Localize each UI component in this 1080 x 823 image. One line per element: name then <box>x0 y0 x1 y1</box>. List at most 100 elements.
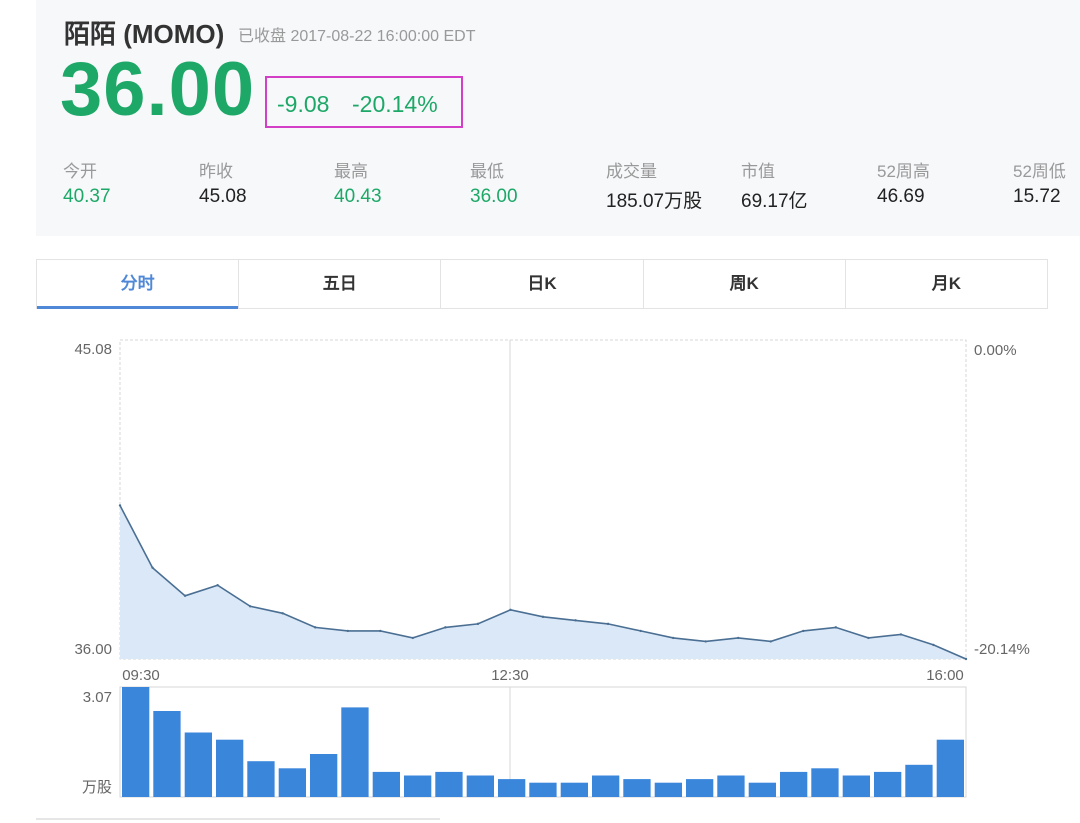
stat-value: 36.00 <box>470 186 518 207</box>
last-price: 36.00 <box>60 47 256 132</box>
tab-monthly-k[interactable]: 月K <box>931 274 962 293</box>
price-point <box>932 643 935 647</box>
price-point <box>346 629 349 633</box>
volume-bar <box>466 775 494 797</box>
volume-bar <box>654 782 682 797</box>
price-point <box>281 612 284 615</box>
price-point <box>248 605 252 608</box>
volume-bar <box>748 782 776 797</box>
stat-value: 69.17亿 <box>741 191 808 212</box>
price-point <box>314 626 317 629</box>
price-change: -9.08 <box>277 91 330 117</box>
tab-five-day[interactable]: 五日 <box>239 260 442 308</box>
volume-bar <box>372 771 400 797</box>
x-tick-label: 16:00 <box>926 667 964 684</box>
volume-bar <box>874 771 902 797</box>
stat-high: 最高 40.43 <box>334 157 382 208</box>
price-area-fill <box>120 505 966 659</box>
price-point <box>379 629 382 633</box>
price-point <box>964 657 968 661</box>
volume-bar <box>435 771 463 797</box>
volume-bar <box>905 764 933 797</box>
x-tick-label: 12:30 <box>491 667 529 684</box>
stat-label: 最低 <box>470 162 504 181</box>
y-right-top-label: 0.00% <box>974 342 1017 359</box>
volume-bar <box>623 779 651 797</box>
y-left-top-label: 45.08 <box>74 341 112 358</box>
stat-label: 今开 <box>63 162 97 181</box>
market-status: 已收盘 2017-08-22 16:00:00 EDT <box>238 28 476 45</box>
stat-open: 今开 40.37 <box>63 157 111 208</box>
tab-intraday[interactable]: 分时 <box>37 260 240 309</box>
tab-daily-k[interactable]: 日K <box>441 260 644 308</box>
stat-label: 市值 <box>741 162 775 181</box>
price-point <box>476 622 480 626</box>
stat-value: 40.37 <box>63 186 111 207</box>
stat-label: 52周高 <box>877 162 930 181</box>
price-point <box>834 626 838 629</box>
volume-bar <box>560 782 588 797</box>
price-point <box>802 629 805 633</box>
volume-bar <box>592 775 620 797</box>
price-point <box>541 615 545 619</box>
stat-label: 昨收 <box>199 162 233 181</box>
stock-name: 陌陌 (MOMO) <box>64 19 225 49</box>
price-point <box>411 636 415 640</box>
stat-value: 15.72 <box>1013 186 1061 207</box>
price-point <box>867 636 870 640</box>
stat-market-cap: 市值 69.17亿 <box>741 157 808 213</box>
volume-bar <box>529 782 557 797</box>
price-point <box>444 626 447 629</box>
chart-period-tabs: 分时 五日 日K 周K 月K <box>36 259 1048 309</box>
stat-52w-low: 52周低 15.72 <box>1013 157 1066 208</box>
price-point <box>639 629 642 633</box>
price-point <box>606 622 610 626</box>
volume-unit-label: 万股 <box>82 779 112 796</box>
volume-bar <box>122 687 150 797</box>
volume-bar <box>780 771 808 797</box>
volume-bar <box>811 768 839 797</box>
stat-value: 185.07万股 <box>606 191 703 212</box>
price-point <box>574 619 577 622</box>
stat-label: 52周低 <box>1013 162 1066 181</box>
volume-bar <box>498 779 526 797</box>
price-point <box>183 594 187 597</box>
price-point <box>899 633 903 636</box>
volume-bar <box>278 768 306 797</box>
stat-value: 46.69 <box>877 186 925 207</box>
stat-volume: 成交量 185.07万股 <box>606 157 702 213</box>
stat-low: 最低 36.00 <box>470 157 518 208</box>
stat-52w-high: 52周高 46.69 <box>877 157 930 208</box>
volume-bar <box>842 775 870 797</box>
price-point <box>509 608 512 612</box>
volume-bar <box>686 779 714 797</box>
price-point <box>118 504 122 507</box>
change-highlight: -9.08 -20.14% <box>265 76 463 128</box>
stat-prev-close: 昨收 45.08 <box>199 157 247 208</box>
tab-weekly-k[interactable]: 周K <box>644 260 846 308</box>
volume-bar <box>153 711 181 797</box>
price-point <box>704 640 707 643</box>
divider <box>36 818 440 820</box>
volume-bar <box>404 775 432 797</box>
quote-header <box>36 0 1080 236</box>
volume-bar <box>184 732 212 797</box>
volume-bar <box>247 761 275 797</box>
stat-value: 40.43 <box>334 186 382 207</box>
volume-bar <box>717 775 745 797</box>
volume-bar <box>216 739 244 797</box>
y-left-bottom-label: 36.00 <box>74 641 112 658</box>
price-point <box>737 636 740 640</box>
x-tick-label: 09:30 <box>122 667 160 684</box>
price-point <box>216 584 219 587</box>
volume-bar <box>341 707 369 797</box>
price-plot-frame <box>119 339 967 660</box>
volume-top-label: 3.07 <box>83 689 112 706</box>
stat-label: 成交量 <box>606 162 657 181</box>
volume-plot-frame <box>119 686 967 798</box>
price-change-pct: -20.14% <box>352 91 438 117</box>
volume-bar <box>936 739 964 797</box>
stat-value: 45.08 <box>199 186 247 207</box>
price-point <box>769 640 772 643</box>
price-point <box>671 636 675 640</box>
